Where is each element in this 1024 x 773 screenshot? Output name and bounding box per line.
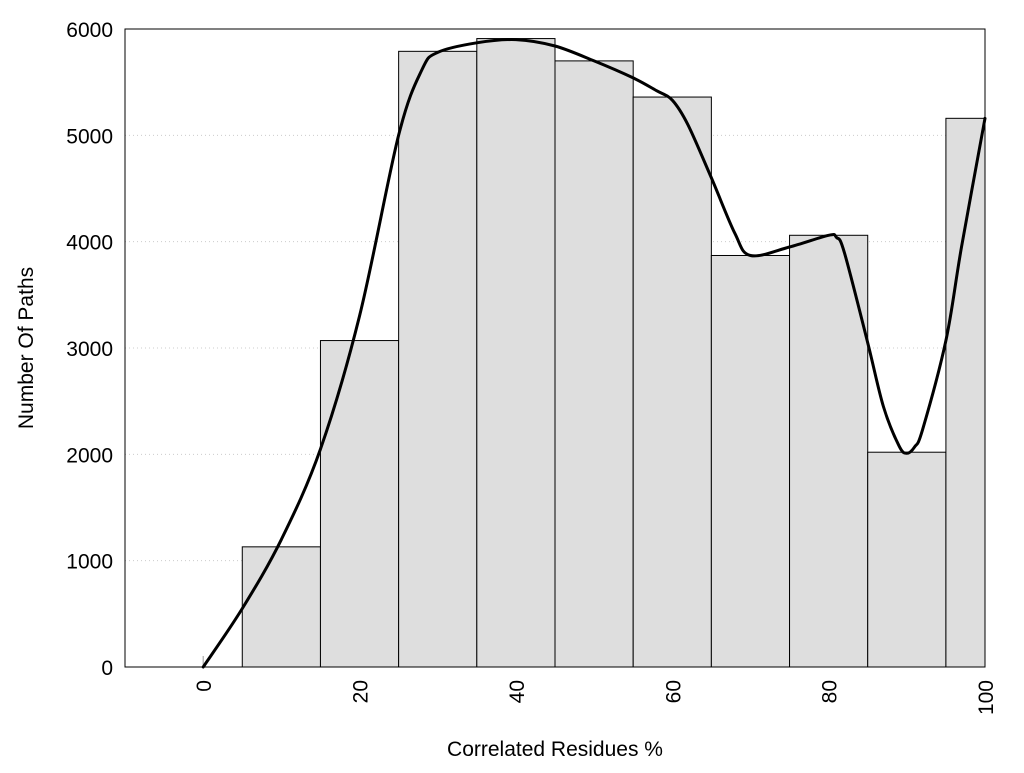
x-tick-label: 20 [350,680,373,703]
histogram-bar [476,38,556,668]
y-tick-label: 6000 [66,19,113,42]
ticks-layer: 0 1000 2000 3000 4000 5000 6000 0 20 40 60 80 100 [66,19,998,715]
y-tick-label: 5000 [66,125,113,148]
y-tick-label: 1000 [66,551,113,574]
x-tick-label: 0 [193,680,216,692]
y-tick-label: 2000 [66,444,113,467]
histogram-bar [398,50,478,668]
histogram-bar [554,60,634,668]
curve-layer [201,38,987,669]
x-tick-label: 60 [662,680,685,703]
smoothed-curve [201,38,987,669]
histogram-bar [241,546,321,668]
histogram-bar [867,451,947,668]
y-axis-label: Number Of Paths [15,267,38,429]
bars-layer [202,38,986,668]
y-tick-label: 3000 [66,338,113,361]
plot-frame [124,28,986,668]
x-tick-label: 80 [819,680,842,703]
histogram-bar [789,234,869,668]
x-axis-label: Correlated Residues % [447,738,663,761]
histogram-bar [319,340,400,668]
histogram-bar [945,117,986,668]
y-tick-label: 0 [101,657,113,680]
histogram-bar [710,254,791,668]
x-tick-label: 100 [975,680,998,715]
histogram-bar [632,96,712,668]
x-tick-label: 40 [506,680,529,703]
y-tick-label: 4000 [66,232,113,255]
